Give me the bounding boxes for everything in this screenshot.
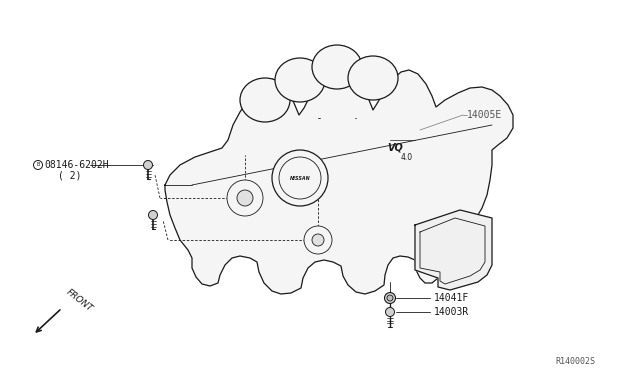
- Circle shape: [227, 180, 263, 216]
- Circle shape: [387, 295, 393, 301]
- Circle shape: [143, 160, 152, 170]
- Text: VQ: VQ: [387, 143, 403, 153]
- Circle shape: [272, 150, 328, 206]
- Ellipse shape: [275, 58, 325, 102]
- Text: FRONT: FRONT: [65, 287, 95, 313]
- Text: 14003R: 14003R: [434, 307, 469, 317]
- Circle shape: [312, 234, 324, 246]
- Polygon shape: [415, 210, 492, 290]
- Circle shape: [148, 211, 157, 219]
- Text: 08146-6202H: 08146-6202H: [44, 160, 109, 170]
- Circle shape: [33, 160, 42, 170]
- Text: NISSAN: NISSAN: [290, 176, 310, 180]
- Text: R140002S: R140002S: [555, 357, 595, 366]
- Text: B: B: [36, 163, 40, 167]
- Text: ( 2): ( 2): [58, 170, 81, 180]
- Circle shape: [385, 308, 394, 317]
- Ellipse shape: [312, 45, 362, 89]
- Ellipse shape: [348, 56, 398, 100]
- Circle shape: [304, 226, 332, 254]
- Text: 14005E: 14005E: [467, 110, 502, 120]
- Text: 4.0: 4.0: [401, 154, 413, 163]
- Text: 14041F: 14041F: [434, 293, 469, 303]
- Ellipse shape: [240, 78, 290, 122]
- Circle shape: [385, 292, 396, 304]
- Circle shape: [279, 157, 321, 199]
- Polygon shape: [165, 65, 513, 294]
- Circle shape: [237, 190, 253, 206]
